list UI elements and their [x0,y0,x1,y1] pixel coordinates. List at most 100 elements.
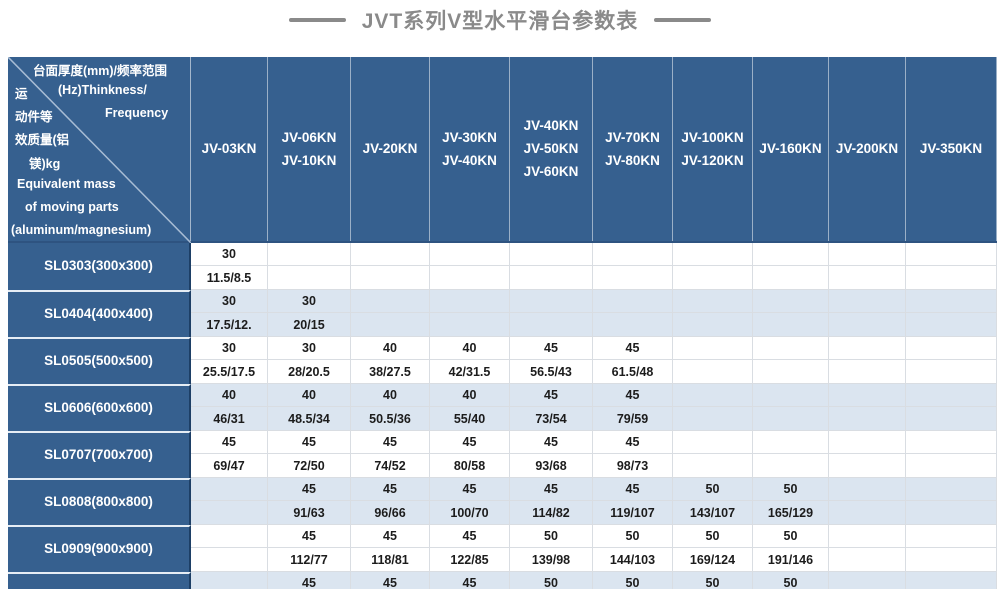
table-cell [191,572,268,589]
frequency-value [906,501,996,524]
row-label: SL1010(1000x1000) [8,572,191,589]
table-cell: 45 98/73 [593,431,673,478]
table-cell [906,572,997,589]
table-cell [753,431,829,478]
frequency-value: 55/40 [453,412,486,426]
table-cell: 45 69/47 [191,431,268,478]
thickness-value: 30 [191,337,267,360]
frequency-value [753,454,828,477]
thickness-value [753,337,828,360]
table-cell: 50 165/129 [753,478,829,525]
column-header-line: JV-160KN [759,141,822,156]
thickness-value: 45 [351,572,429,589]
thickness-value [829,290,905,313]
table-cell: 45 56.5/43 [510,337,593,384]
frequency-value [906,313,996,336]
thickness-value [906,290,996,313]
table-cell: 45 118/81 [351,525,430,572]
frequency-value [510,313,592,336]
table-cell [829,290,906,337]
table-cell: 45 119/107 [593,478,673,525]
thickness-value [829,431,905,454]
frequency-value [673,407,752,430]
column-header-line: JV-10KN [281,152,337,168]
table-cell: 30 17.5/12. [191,290,268,337]
frequency-value [753,407,828,430]
frequency-value [191,548,267,571]
table-cell: 45 61.5/48 [593,337,673,384]
table-cell: 50 191/146 [753,525,829,572]
frequency-value [268,266,350,289]
frequency-value [351,266,429,289]
table-cell [673,290,753,337]
column-header-line: JV-80KN [605,152,660,168]
table-cell: 50 143/107 [673,478,753,525]
thickness-value: 45 [351,431,429,454]
table-cell [829,572,906,589]
thickness-value: 45 [430,572,509,589]
table-cell [351,290,430,337]
thickness-value: 30 [268,290,350,313]
thickness-value [906,525,996,548]
table-cell [673,243,753,290]
column-header: JV-70KN JV-80KN [593,57,673,241]
table-cell [510,243,593,290]
table-cell: 50 [673,572,753,589]
corner-text: 镁)kg [29,157,61,171]
thickness-value [510,243,592,266]
frequency-value [753,313,828,336]
frequency-value [430,266,509,289]
thickness-value [510,290,592,313]
table-cell [430,290,510,337]
frequency-value [906,407,996,430]
thickness-value [906,384,996,407]
column-header: JV-06KN JV-10KN [268,57,351,241]
thickness-value: 45 [191,431,267,454]
frequency-value: 144/103 [609,553,656,567]
thickness-value [191,525,267,548]
frequency-value: 46/31 [213,412,245,426]
frequency-value [673,266,752,289]
column-header-line: JV-60KN [523,164,579,179]
thickness-value [593,243,672,266]
row-label: SL0808(800x800) [8,478,191,525]
table-cell: 45 72/50 [268,431,351,478]
table-cell [906,431,997,478]
table-cell: 45 122/85 [430,525,510,572]
table-row: SL0606(600x600) 40 46/31 40 48.5/34 40 50.5/36… [8,384,997,431]
frequency-value [829,360,905,383]
frequency-value: 72/50 [293,459,325,473]
table-cell: 50 144/103 [593,525,673,572]
page-title: JVT系列V型水平滑台参数表 [0,2,1000,38]
thickness-value [906,337,996,360]
column-header: JV-20KN [351,57,430,241]
table-cell: 50 [593,572,673,589]
thickness-value: 45 [268,431,350,454]
table-cell: 45 112/77 [268,525,351,572]
thickness-value: 30 [268,337,350,360]
frequency-value [510,266,592,289]
frequency-value: 48.5/34 [288,412,330,426]
thickness-value: 45 [593,431,672,454]
table-row: SL0909(900x900) 45 112/77 45 118/81 45 122/85 5… [8,525,997,572]
thickness-value [191,478,267,501]
frequency-value: 74/52 [374,459,406,473]
thickness-value: 40 [430,384,509,407]
frequency-value: 96/66 [374,506,406,520]
frequency-value: 98/73 [616,459,649,473]
table-cell [673,337,753,384]
frequency-value: 119/107 [610,506,655,520]
thickness-value: 50 [753,478,828,501]
table-cell [510,290,593,337]
frequency-value [829,407,905,430]
frequency-value: 73/54 [535,412,567,426]
table-cell [829,337,906,384]
table-cell: 45 91/63 [268,478,351,525]
frequency-value [673,360,752,383]
table-cell [593,290,673,337]
frequency-value [430,313,509,336]
thickness-value [673,243,752,266]
table-cell: 45 114/82 [510,478,593,525]
column-header-line: JV-200KN [835,141,899,156]
